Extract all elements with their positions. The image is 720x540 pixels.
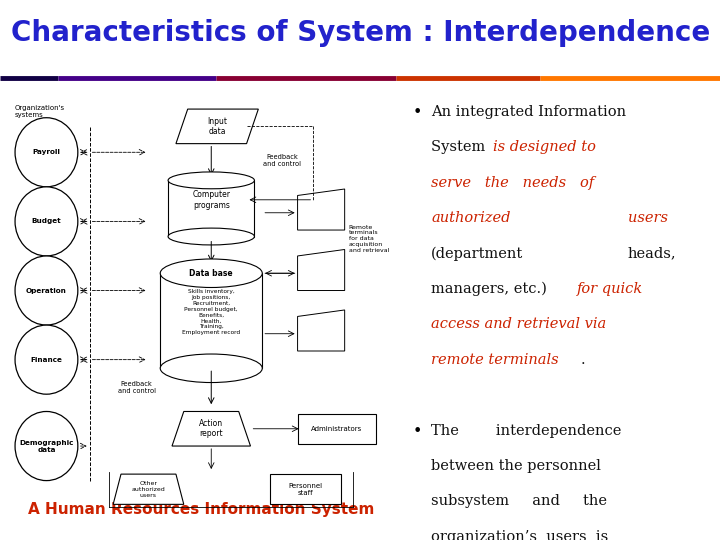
Polygon shape <box>297 189 345 230</box>
Text: Organization's
systems: Organization's systems <box>15 105 66 118</box>
Text: users: users <box>628 211 667 225</box>
Text: Action
report: Action report <box>199 419 223 438</box>
Text: System: System <box>431 140 490 154</box>
Text: subsystem     and     the: subsystem and the <box>431 495 607 509</box>
Text: Budget: Budget <box>32 218 61 225</box>
Text: Finance: Finance <box>30 356 63 363</box>
FancyBboxPatch shape <box>270 474 341 504</box>
FancyBboxPatch shape <box>297 414 376 444</box>
Polygon shape <box>172 411 251 446</box>
Circle shape <box>15 411 78 481</box>
Text: Operation: Operation <box>26 287 67 294</box>
Text: Computer
programs: Computer programs <box>192 190 230 210</box>
FancyBboxPatch shape <box>168 180 254 237</box>
Polygon shape <box>297 310 345 351</box>
Text: .: . <box>580 353 585 367</box>
Text: A Human Resources Information System: A Human Resources Information System <box>28 502 375 517</box>
Text: An integrated Information: An integrated Information <box>431 105 626 119</box>
FancyBboxPatch shape <box>161 273 262 368</box>
Text: organization’s  users  is: organization’s users is <box>431 530 608 540</box>
Ellipse shape <box>168 228 254 245</box>
Text: Other
authorized
users: Other authorized users <box>132 481 166 497</box>
Circle shape <box>15 118 78 187</box>
Text: Input
data: Input data <box>207 117 227 136</box>
Text: Remote
terminals
for data
acquisition
and retrieval: Remote terminals for data acquisition an… <box>348 225 389 253</box>
Text: Data base: Data base <box>189 269 233 278</box>
Polygon shape <box>297 249 345 291</box>
Text: heads,: heads, <box>628 246 676 260</box>
Ellipse shape <box>161 259 262 287</box>
Text: The        interdependence: The interdependence <box>431 423 621 437</box>
Text: Characteristics of System : Interdependence: Characteristics of System : Interdepende… <box>11 19 710 47</box>
Circle shape <box>15 256 78 325</box>
Text: Skills inventory,
Job positions,
Recruitment,
Personnel budget,
Benefits,
Health: Skills inventory, Job positions, Recruit… <box>182 289 240 335</box>
Text: managers, etc.): managers, etc.) <box>431 282 552 296</box>
Text: •: • <box>413 423 422 438</box>
Text: •: • <box>413 105 422 120</box>
Text: remote terminals: remote terminals <box>431 353 559 367</box>
Ellipse shape <box>168 172 254 189</box>
Circle shape <box>15 325 78 394</box>
Text: Feedback
and control: Feedback and control <box>263 154 301 167</box>
Ellipse shape <box>161 354 262 382</box>
Text: (department: (department <box>431 246 523 261</box>
Text: Feedback
and control: Feedback and control <box>117 381 156 394</box>
Circle shape <box>15 187 78 256</box>
Text: Demographic
data: Demographic data <box>19 440 73 453</box>
Polygon shape <box>113 474 184 504</box>
Text: Administrators: Administrators <box>311 426 362 432</box>
Text: between the personnel: between the personnel <box>431 459 601 473</box>
Text: Personnel
staff: Personnel staff <box>289 483 323 496</box>
Polygon shape <box>176 109 258 144</box>
Text: authorized: authorized <box>431 211 510 225</box>
Text: serve   the   needs   of: serve the needs of <box>431 176 595 190</box>
Text: is designed to: is designed to <box>493 140 596 154</box>
Text: access and retrieval via: access and retrieval via <box>431 318 606 332</box>
Text: Payroll: Payroll <box>32 149 60 156</box>
Text: for quick: for quick <box>577 282 643 296</box>
